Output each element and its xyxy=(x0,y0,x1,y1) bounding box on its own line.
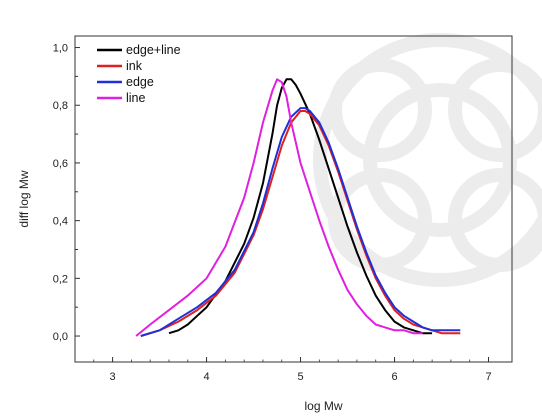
x-tick-label: 7 xyxy=(485,371,491,383)
legend-label: ink xyxy=(126,59,143,73)
x-tick-label: 4 xyxy=(204,371,210,383)
y-tick-label: 1,0 xyxy=(53,43,68,55)
series-layer xyxy=(135,78,461,337)
series-line-edge xyxy=(140,107,461,337)
y-axis-label: diff log Mw xyxy=(17,170,31,227)
series-line-line xyxy=(135,78,423,337)
x-tick-label: 6 xyxy=(391,371,397,383)
legend-label: line xyxy=(126,91,146,105)
y-tick-label: 0,6 xyxy=(53,158,68,170)
legend-label: edge xyxy=(126,75,154,89)
x-tick-label: 3 xyxy=(110,371,116,383)
y-tick-label: 0,2 xyxy=(53,273,68,285)
watermark-rosette xyxy=(313,33,542,287)
legend: edge+line ink edge line xyxy=(97,43,181,105)
y-tick-label: 0,4 xyxy=(53,216,68,228)
legend-label: edge+line xyxy=(126,43,181,57)
plot-frame xyxy=(74,35,513,363)
x-tick-label: 5 xyxy=(297,371,303,383)
axes-layer: 0,0 0,2 0,4 0,6 0,8 1,0 3 4 5 6 7 xyxy=(53,43,492,383)
series-line-ink xyxy=(140,110,461,337)
y-tick-label: 0,8 xyxy=(53,100,68,112)
plot-area xyxy=(74,35,513,363)
y-tick-label: 0,0 xyxy=(53,331,68,343)
x-axis-label: log Mw xyxy=(304,399,342,413)
